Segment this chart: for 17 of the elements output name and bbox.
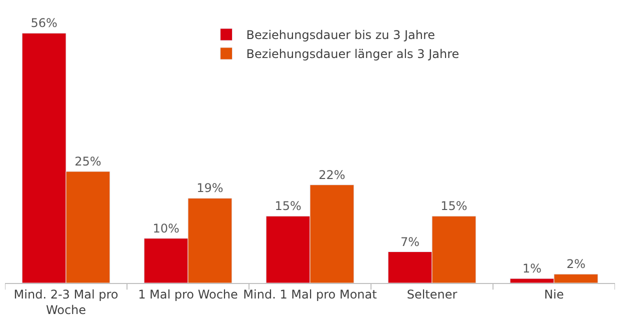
data-label: 22% (318, 168, 346, 182)
x-tick-label: 1 Mal pro Woche (138, 287, 238, 302)
x-tick-label: Mind. 2-3 Mal pro Woche (14, 287, 118, 317)
data-label: 1% (522, 262, 542, 276)
legend-label: Beziehungsdauer länger als 3 Jahre (246, 47, 460, 62)
data-label: 56% (30, 16, 58, 30)
data-label: 2% (566, 257, 586, 272)
data-label: 7% (400, 234, 420, 249)
data-label: 10% (152, 221, 180, 236)
data-label: 19% (196, 181, 224, 196)
data-label: 15% (440, 199, 468, 214)
data-label: 25% (74, 154, 102, 168)
legend-label: Beziehungsdauer bis zu 3 Jahre (246, 28, 436, 42)
x-tick-label: Seltener (406, 287, 458, 302)
x-tick-label: Nie (544, 287, 564, 302)
x-tick-label: Mind. 1 Mal pro Monat (243, 287, 378, 302)
data-label: 15% (274, 199, 302, 214)
